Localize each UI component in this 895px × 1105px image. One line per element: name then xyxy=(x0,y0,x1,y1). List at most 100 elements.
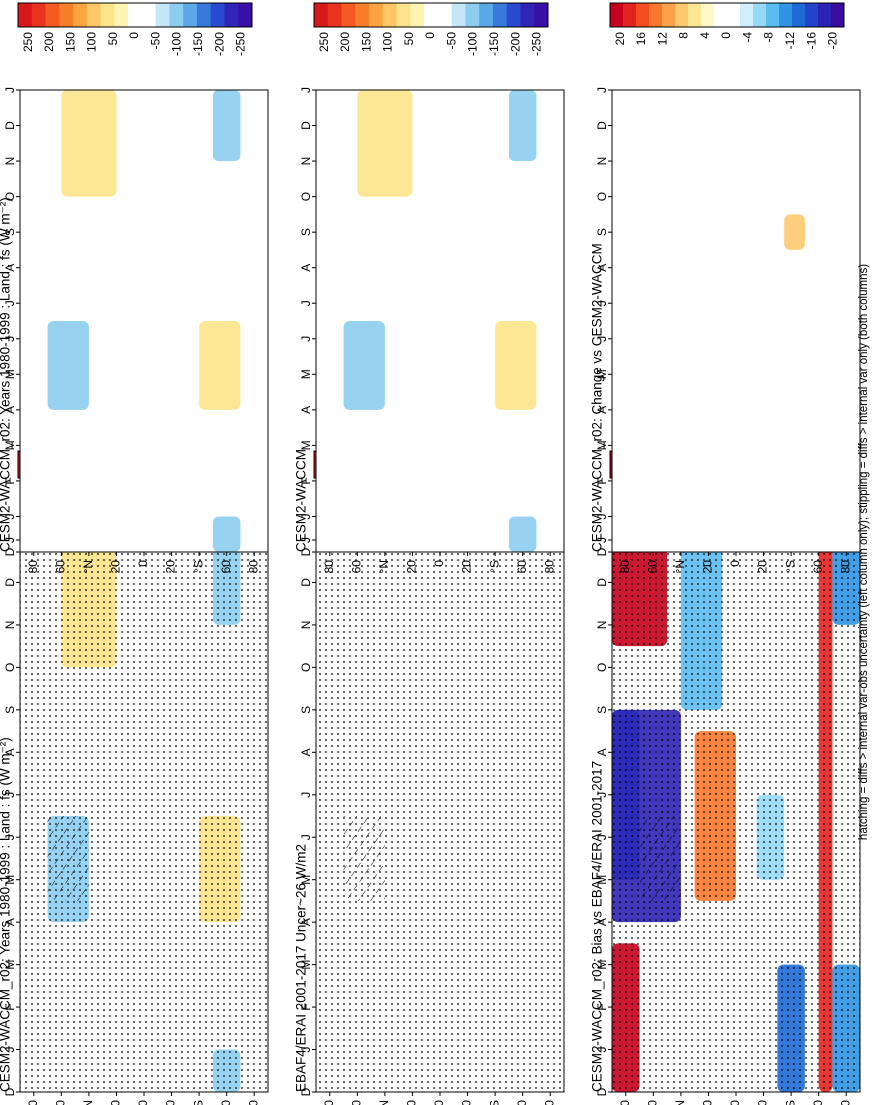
month-tick-label: O xyxy=(595,663,609,672)
lat-tick-label: °N xyxy=(377,560,391,573)
colorbar-cell xyxy=(128,3,143,27)
month-tick-label: M xyxy=(3,440,17,450)
month-tick-label: A xyxy=(595,406,609,414)
lat-tick-label: 0 xyxy=(728,560,742,567)
colorbar-cell xyxy=(779,3,793,27)
month-tick-label: J xyxy=(299,513,313,519)
month-tick-label: M xyxy=(3,875,17,885)
month-tick-label: J xyxy=(595,87,609,93)
panel-6: 80 60 °N 20 0 20 °S 60 80DJFMAMJJASONDJCESM2-WAC… xyxy=(590,2,861,574)
month-tick-label: M xyxy=(299,960,313,970)
panel-title: CESM2-WACCM_r02: Bias vs EBAF4/ERAI 2001… xyxy=(590,761,605,1092)
lat-tick-label: 80 xyxy=(542,560,556,574)
field-region xyxy=(199,321,241,410)
colorbar-cell xyxy=(701,3,715,27)
lat-tick-label: °S xyxy=(783,560,797,573)
colorbar-cell xyxy=(479,3,494,27)
month-tick-label: A xyxy=(595,264,609,272)
month-tick-label: J xyxy=(299,537,313,543)
month-tick-label: M xyxy=(595,875,609,885)
colorbar-cell xyxy=(196,3,212,27)
month-tick-label: S xyxy=(3,228,17,236)
month-tick-label: S xyxy=(3,706,17,714)
colorbar-cell xyxy=(610,3,624,27)
month-tick-label: O xyxy=(299,192,313,201)
lat-tick-label: 20 xyxy=(164,1100,178,1105)
month-tick-label: N xyxy=(299,621,313,630)
colorbar-label: -50 xyxy=(444,32,458,50)
month-tick-label: F xyxy=(3,1003,17,1010)
colorbar-cell xyxy=(382,3,397,27)
field-region xyxy=(784,214,805,250)
colorbar-label: 100 xyxy=(85,32,99,52)
colorbar-cell xyxy=(396,3,411,27)
colorbar-cell xyxy=(410,3,425,27)
colorbar-label: -200 xyxy=(508,32,522,56)
lat-tick-label: °S xyxy=(487,1100,501,1105)
colorbar-cell xyxy=(327,3,342,27)
colorbar-label: 16 xyxy=(634,32,648,46)
lat-tick-label: 80 xyxy=(542,1100,556,1105)
colorbar-cell xyxy=(534,3,549,27)
colorbar-cell xyxy=(314,3,329,27)
colorbar-label: -50 xyxy=(148,32,162,50)
month-tick-label: S xyxy=(595,706,609,714)
footnote-text: hatching = diffs > internal var-obs unce… xyxy=(858,263,870,841)
colorbar-label: 150 xyxy=(63,32,77,52)
colorbar-label: 0 xyxy=(719,32,733,39)
month-tick-label: F xyxy=(595,1003,609,1010)
month-tick-label: A xyxy=(3,748,17,756)
colorbar-label: -200 xyxy=(212,32,226,56)
month-tick-label: S xyxy=(299,706,313,714)
lat-tick-label: 0 xyxy=(728,1100,742,1105)
lat-tick-label: 80 xyxy=(838,560,852,574)
month-tick-label: J xyxy=(595,1047,609,1053)
lat-tick-label: °S xyxy=(487,560,501,573)
month-tick-label: D xyxy=(299,578,313,587)
colorbar-cell xyxy=(649,3,663,27)
month-tick-label: J xyxy=(3,513,17,519)
colorbar-label: 100 xyxy=(381,32,395,52)
field-region xyxy=(61,90,117,197)
month-tick-label: A xyxy=(299,748,313,756)
lat-tick-label: 0 xyxy=(432,560,446,567)
lat-tick-label: 80 xyxy=(618,1100,632,1105)
field-region xyxy=(508,516,537,552)
month-tick-label: M xyxy=(3,960,17,970)
lat-tick-label: 20 xyxy=(756,560,770,574)
month-tick-label: D xyxy=(595,121,609,130)
colorbar-label: -100 xyxy=(170,32,184,56)
lat-tick-label: 20 xyxy=(405,560,419,574)
month-tick-label: M xyxy=(595,960,609,970)
lat-tick-label: 20 xyxy=(701,1100,715,1105)
colorbar-label: -8 xyxy=(762,32,776,43)
month-tick-label: S xyxy=(299,228,313,236)
month-tick-label: D xyxy=(3,578,17,587)
month-tick-label: J xyxy=(595,537,609,543)
month-tick-label: A xyxy=(299,264,313,272)
field-region xyxy=(343,321,385,410)
colorbar-label: 0 xyxy=(127,32,141,39)
lat-tick-label: 20 xyxy=(164,560,178,574)
month-tick-label: J xyxy=(3,537,17,543)
colorbar-label: 250 xyxy=(21,32,35,52)
lat-tick-label: 60 xyxy=(515,1100,529,1105)
colorbar-label: 20 xyxy=(613,32,627,46)
colorbar-cell xyxy=(636,3,650,27)
month-tick-label: O xyxy=(595,192,609,201)
lat-tick-label: 60 xyxy=(515,560,529,574)
month-tick-label: A xyxy=(299,918,313,926)
colorbar-label: -100 xyxy=(466,32,480,56)
panel-1: 8060°N20020°S6080DJFMAMJJASONDJCESM2-WAC… xyxy=(0,450,269,1105)
month-tick-label: J xyxy=(299,792,313,798)
field-region xyxy=(212,90,241,162)
field-region xyxy=(495,321,537,410)
colorbar-frame xyxy=(609,2,845,28)
month-tick-label: F xyxy=(595,477,609,484)
month-tick-label: N xyxy=(299,157,313,166)
month-tick-label: M xyxy=(595,369,609,379)
colorbar-cell xyxy=(818,3,832,27)
month-tick-label: A xyxy=(3,264,17,272)
